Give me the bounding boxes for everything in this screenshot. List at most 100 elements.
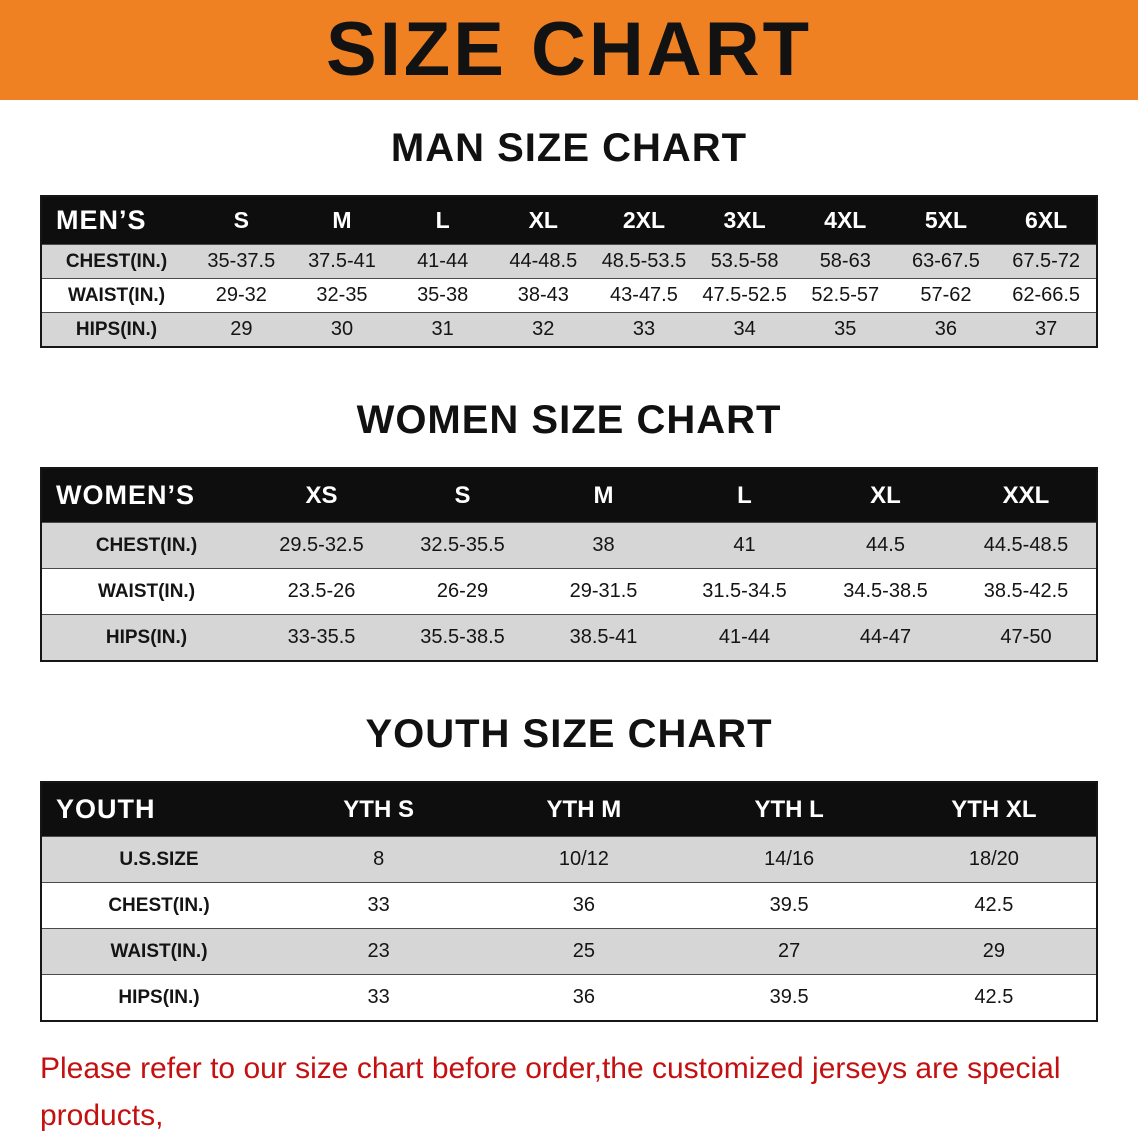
measurement-value-cell: 23: [276, 928, 482, 975]
measurement-value-cell: 41-44: [392, 244, 493, 279]
measurement-value-cell: 67.5-72: [996, 244, 1097, 279]
measurement-value-cell: 33: [593, 312, 695, 347]
measurement-value-cell: 44.5-48.5: [956, 522, 1097, 569]
measurement-value-cell: 44-47: [815, 614, 956, 661]
size-column-header: S: [191, 196, 292, 245]
size-column-header: YTH XL: [891, 782, 1097, 837]
table-row: HIPS(IN.) 29 30 31 32 33 34 35 36 37: [41, 312, 1097, 347]
measurement-value-cell: 35-38: [392, 278, 493, 313]
size-column-header: 3XL: [694, 196, 795, 245]
measurement-value-cell: 14/16: [686, 836, 892, 883]
men-size-section: MAN SIZE CHART MEN’S S M L XL 2XL 3XL 4XL 5XL 6XL…: [0, 126, 1138, 348]
size-column-header: 2XL: [593, 196, 695, 245]
table-row: HIPS(IN.) 33-35.5 35.5-38.5 38.5-41 41-44 44-…: [41, 614, 1097, 661]
size-column-header: L: [674, 468, 815, 523]
measurement-value-cell: 48.5-53.5: [593, 244, 695, 279]
measurement-value-cell: 38: [533, 522, 674, 569]
size-column-header: XXL: [956, 468, 1097, 523]
table-title-cell: YOUTH: [41, 782, 276, 837]
table-header-row: MEN’S S M L XL 2XL 3XL 4XL 5XL 6XL: [41, 196, 1097, 245]
measurement-value-cell: 18/20: [891, 836, 1097, 883]
measurement-value-cell: 47-50: [956, 614, 1097, 661]
measurement-value-cell: 32.5-35.5: [392, 522, 533, 569]
measurement-value-cell: 33: [276, 882, 482, 929]
table-row: WAIST(IN.) 23 25 27 29: [41, 928, 1097, 975]
measurement-value-cell: 58-63: [794, 244, 896, 279]
measurement-value-cell: 42.5: [891, 882, 1097, 929]
measurement-value-cell: 32: [492, 312, 594, 347]
measurement-value-cell: 63-67.5: [895, 244, 997, 279]
measurement-value-cell: 33-35.5: [251, 614, 392, 661]
measurement-value-cell: 47.5-52.5: [694, 278, 795, 313]
row-label-cell: CHEST(IN.): [41, 882, 276, 929]
measurement-value-cell: 31.5-34.5: [674, 568, 815, 615]
size-column-header: S: [392, 468, 533, 523]
measurement-value-cell: 52.5-57: [794, 278, 896, 313]
table-row: HIPS(IN.) 33 36 39.5 42.5: [41, 974, 1097, 1021]
measurement-value-cell: 30: [291, 312, 393, 347]
measurement-value-cell: 44.5: [815, 522, 956, 569]
table-header-row: YOUTH YTH S YTH M YTH L YTH XL: [41, 782, 1097, 837]
women-section-title: WOMEN SIZE CHART: [356, 398, 782, 442]
measurement-value-cell: 38.5-41: [533, 614, 674, 661]
measurement-value-cell: 62-66.5: [996, 278, 1097, 313]
table-title-cell: WOMEN’S: [41, 468, 251, 523]
measurement-value-cell: 34: [694, 312, 795, 347]
size-column-header: 6XL: [996, 196, 1097, 245]
table-row: CHEST(IN.) 29.5-32.5 32.5-35.5 38 41 44.5 44.5…: [41, 522, 1097, 569]
size-column-header: 4XL: [794, 196, 896, 245]
size-column-header: YTH L: [686, 782, 892, 837]
measurement-value-cell: 35: [794, 312, 896, 347]
measurement-value-cell: 37: [996, 312, 1097, 347]
measurement-value-cell: 39.5: [686, 882, 892, 929]
row-label-cell: CHEST(IN.): [41, 244, 191, 279]
size-column-header: YTH M: [481, 782, 687, 837]
women-size-table: WOMEN’S XS S M L XL XXL CHEST(IN.) 29.5-32.5 32.5…: [40, 467, 1098, 662]
measurement-value-cell: 23.5-26: [251, 568, 392, 615]
row-label-cell: U.S.SIZE: [41, 836, 276, 883]
measurement-value-cell: 41-44: [674, 614, 815, 661]
youth-size-section: YOUTH SIZE CHART YOUTH YTH S YTH M YTH L YTH…: [0, 712, 1138, 1022]
measurement-value-cell: 29-32: [191, 278, 292, 313]
size-column-header: YTH S: [276, 782, 482, 837]
row-label-cell: WAIST(IN.): [41, 928, 276, 975]
measurement-value-cell: 38-43: [492, 278, 594, 313]
measurement-value-cell: 36: [895, 312, 997, 347]
measurement-value-cell: 34.5-38.5: [815, 568, 956, 615]
size-column-header: XL: [815, 468, 956, 523]
measurement-value-cell: 39.5: [686, 974, 892, 1021]
measurement-value-cell: 38.5-42.5: [956, 568, 1097, 615]
measurement-value-cell: 32-35: [291, 278, 393, 313]
row-label-cell: CHEST(IN.): [41, 522, 251, 569]
row-label-cell: HIPS(IN.): [41, 614, 251, 661]
measurement-value-cell: 33: [276, 974, 482, 1021]
table-row: CHEST(IN.) 35-37.5 37.5-41 41-44 44-48.5 48.5…: [41, 244, 1097, 279]
measurement-value-cell: 35.5-38.5: [392, 614, 533, 661]
size-column-header: L: [392, 196, 493, 245]
measurement-value-cell: 26-29: [392, 568, 533, 615]
measurement-value-cell: 35-37.5: [191, 244, 292, 279]
measurement-value-cell: 29: [191, 312, 292, 347]
table-row: WAIST(IN.) 29-32 32-35 35-38 38-43 43-47.5 47.…: [41, 278, 1097, 313]
men-section-title: MAN SIZE CHART: [390, 126, 748, 170]
measurement-value-cell: 29-31.5: [533, 568, 674, 615]
measurement-value-cell: 25: [481, 928, 687, 975]
measurement-value-cell: 27: [686, 928, 892, 975]
table-row: U.S.SIZE 8 10/12 14/16 18/20: [41, 836, 1097, 883]
row-label-cell: HIPS(IN.): [41, 312, 191, 347]
measurement-value-cell: 36: [481, 882, 687, 929]
measurement-value-cell: 53.5-58: [694, 244, 795, 279]
measurement-value-cell: 37.5-41: [291, 244, 393, 279]
measurement-value-cell: 44-48.5: [492, 244, 594, 279]
measurement-value-cell: 43-47.5: [593, 278, 695, 313]
disclaimer-note: Please refer to our size chart before or…: [40, 1046, 1138, 1132]
measurement-value-cell: 8: [276, 836, 482, 883]
measurement-value-cell: 57-62: [895, 278, 997, 313]
measurement-value-cell: 29: [891, 928, 1097, 975]
women-size-section: WOMEN SIZE CHART WOMEN’S XS S M L XL XXL CHEST(…: [0, 398, 1138, 662]
table-title-cell: MEN’S: [41, 196, 191, 245]
measurement-value-cell: 36: [481, 974, 687, 1021]
size-column-header: 5XL: [895, 196, 997, 245]
row-label-cell: WAIST(IN.): [41, 278, 191, 313]
